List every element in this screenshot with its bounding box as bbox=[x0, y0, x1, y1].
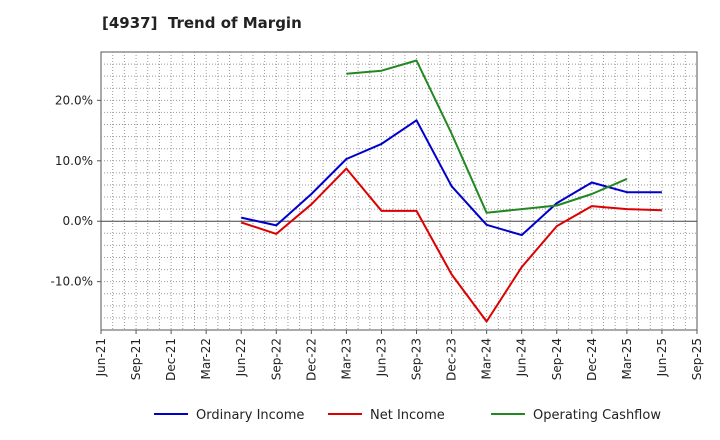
x-tick-label: Dec-23 bbox=[445, 338, 459, 381]
legend-label-ordinary-income: Ordinary Income bbox=[196, 408, 304, 423]
x-tick-label: Sep-23 bbox=[410, 338, 424, 380]
x-tick-label: Jun-21 bbox=[94, 338, 108, 377]
series-lines bbox=[240, 59, 662, 323]
x-tick-label: Dec-21 bbox=[164, 338, 178, 381]
grid bbox=[101, 52, 697, 330]
x-tick-label: Sep-22 bbox=[269, 338, 283, 380]
y-tick-label: 20.0% bbox=[55, 93, 93, 107]
x-tick-label: Jun-22 bbox=[234, 338, 248, 377]
x-tick-label: Sep-25 bbox=[690, 338, 704, 380]
x-tick-label: Mar-24 bbox=[480, 338, 494, 379]
y-tick-label: 0.0% bbox=[63, 214, 94, 228]
x-tick-label: Mar-23 bbox=[339, 338, 353, 379]
legend: Ordinary Income Net Income Operating Cashf… bbox=[154, 408, 661, 423]
axes: -10.0% 0.0% 10.0% 20.0% Jun-21 Sep-21 Dec-21 Ma… bbox=[51, 93, 704, 380]
y-tick-label: -10.0% bbox=[51, 275, 93, 289]
net-income-line bbox=[240, 167, 662, 323]
x-tick-label: Mar-22 bbox=[199, 338, 213, 379]
chart-title: [4937] Trend of Margin bbox=[102, 14, 302, 32]
x-tick-label: Dec-22 bbox=[304, 338, 318, 381]
x-tick-label: Sep-21 bbox=[129, 338, 143, 380]
legend-label-net-income: Net Income bbox=[370, 408, 445, 423]
x-tick-label: Mar-25 bbox=[620, 338, 634, 379]
x-tick-label: Sep-24 bbox=[550, 338, 564, 380]
legend-label-operating-cashflow: Operating Cashflow bbox=[533, 408, 661, 423]
operating-cashflow-line bbox=[346, 59, 628, 214]
plot-area bbox=[100, 51, 698, 331]
y-tick-label: 10.0% bbox=[55, 154, 93, 168]
x-tick-label: Dec-24 bbox=[585, 338, 599, 381]
ordinary-income-line bbox=[240, 119, 662, 237]
x-tick-label: Jun-23 bbox=[374, 338, 388, 377]
x-tick-label: Jun-24 bbox=[515, 338, 529, 377]
x-tick-label: Jun-25 bbox=[655, 338, 669, 377]
